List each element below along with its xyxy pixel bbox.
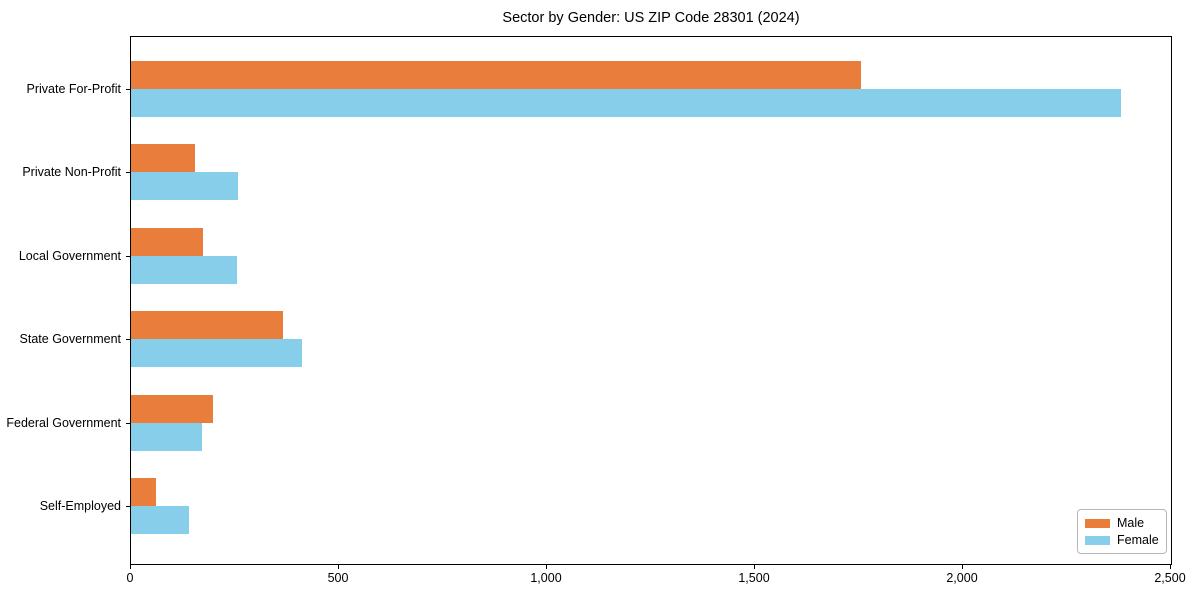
- y-tick-label-federal-government: Federal Government: [6, 416, 121, 430]
- bar-male-state-government: [131, 311, 283, 340]
- y-tick-label-private-for-profit: Private For-Profit: [26, 82, 121, 96]
- x-tick-2500: [1170, 565, 1171, 569]
- x-tick-label-2500: 2,500: [1154, 571, 1186, 585]
- y-tick-federal-government: [126, 423, 130, 424]
- bar-female-local-government: [131, 255, 237, 284]
- legend: Male Female: [1077, 509, 1167, 554]
- plot-area: [130, 36, 1172, 565]
- y-tick-label-self-employed: Self-Employed: [39, 499, 121, 513]
- x-tick-2000: [962, 565, 963, 569]
- y-tick-label-state-government: State Government: [19, 332, 121, 346]
- legend-item-female: Female: [1085, 533, 1159, 547]
- y-tick-label-private-non-profit: Private Non-Profit: [22, 165, 121, 179]
- bar-female-federal-government: [131, 422, 202, 451]
- legend-item-male: Male: [1085, 516, 1159, 530]
- y-tick-private-non-profit: [126, 172, 130, 173]
- x-tick-label-2000: 2,000: [946, 571, 978, 585]
- y-tick-private-for-profit: [126, 89, 130, 90]
- chart-title: Sector by Gender: US ZIP Code 28301 (202…: [502, 10, 800, 26]
- x-tick-1500: [754, 565, 755, 569]
- y-tick-local-government: [126, 256, 130, 257]
- y-tick-label-local-government: Local Government: [18, 249, 121, 263]
- x-tick-1000: [546, 565, 547, 569]
- legend-label-female: Female: [1117, 533, 1159, 547]
- bar-female-self-employed: [131, 506, 189, 534]
- x-tick-0: [130, 565, 131, 569]
- x-tick-500: [338, 565, 339, 569]
- x-tick-label-0: 0: [126, 571, 134, 585]
- bar-female-private-for-profit: [131, 89, 1121, 117]
- legend-label-male: Male: [1117, 516, 1145, 530]
- x-tick-label-500: 500: [327, 571, 349, 585]
- bar-male-private-for-profit: [131, 61, 861, 89]
- bar-female-private-non-profit: [131, 172, 238, 201]
- bar-female-state-government: [131, 339, 302, 368]
- x-tick-label-1000: 1,000: [530, 571, 562, 585]
- y-tick-self-employed: [126, 506, 130, 507]
- female-color-swatch: [1085, 535, 1110, 545]
- bar-male-federal-government: [131, 394, 213, 423]
- bar-male-local-government: [131, 227, 203, 256]
- x-tick-label-1500: 1,500: [738, 571, 770, 585]
- bar-male-self-employed: [131, 478, 156, 506]
- y-tick-state-government: [126, 339, 130, 340]
- bar-male-private-non-profit: [131, 144, 195, 173]
- male-color-swatch: [1085, 518, 1110, 528]
